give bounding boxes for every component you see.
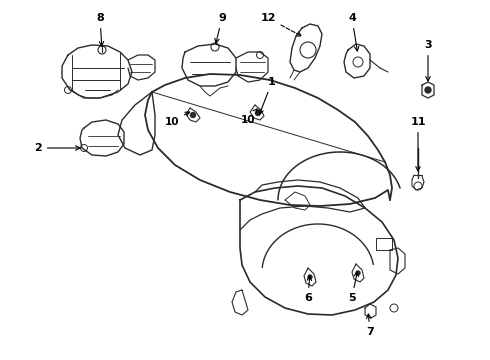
Text: 3: 3 — [424, 40, 432, 81]
Circle shape — [425, 87, 431, 93]
Text: 5: 5 — [348, 272, 359, 303]
Text: 10: 10 — [241, 109, 257, 125]
Bar — [376, 238, 392, 250]
Text: 9: 9 — [215, 13, 226, 43]
Text: 4: 4 — [348, 13, 359, 51]
Text: 1: 1 — [259, 77, 276, 114]
Text: 2: 2 — [34, 143, 80, 153]
Circle shape — [191, 113, 196, 117]
Text: 10: 10 — [165, 112, 190, 127]
Text: 7: 7 — [366, 314, 374, 337]
Circle shape — [356, 271, 360, 275]
Text: 6: 6 — [304, 276, 312, 303]
Circle shape — [308, 275, 312, 279]
Text: 12: 12 — [260, 13, 301, 36]
Text: 11: 11 — [410, 117, 426, 171]
Text: 8: 8 — [96, 13, 104, 46]
Circle shape — [255, 111, 261, 116]
